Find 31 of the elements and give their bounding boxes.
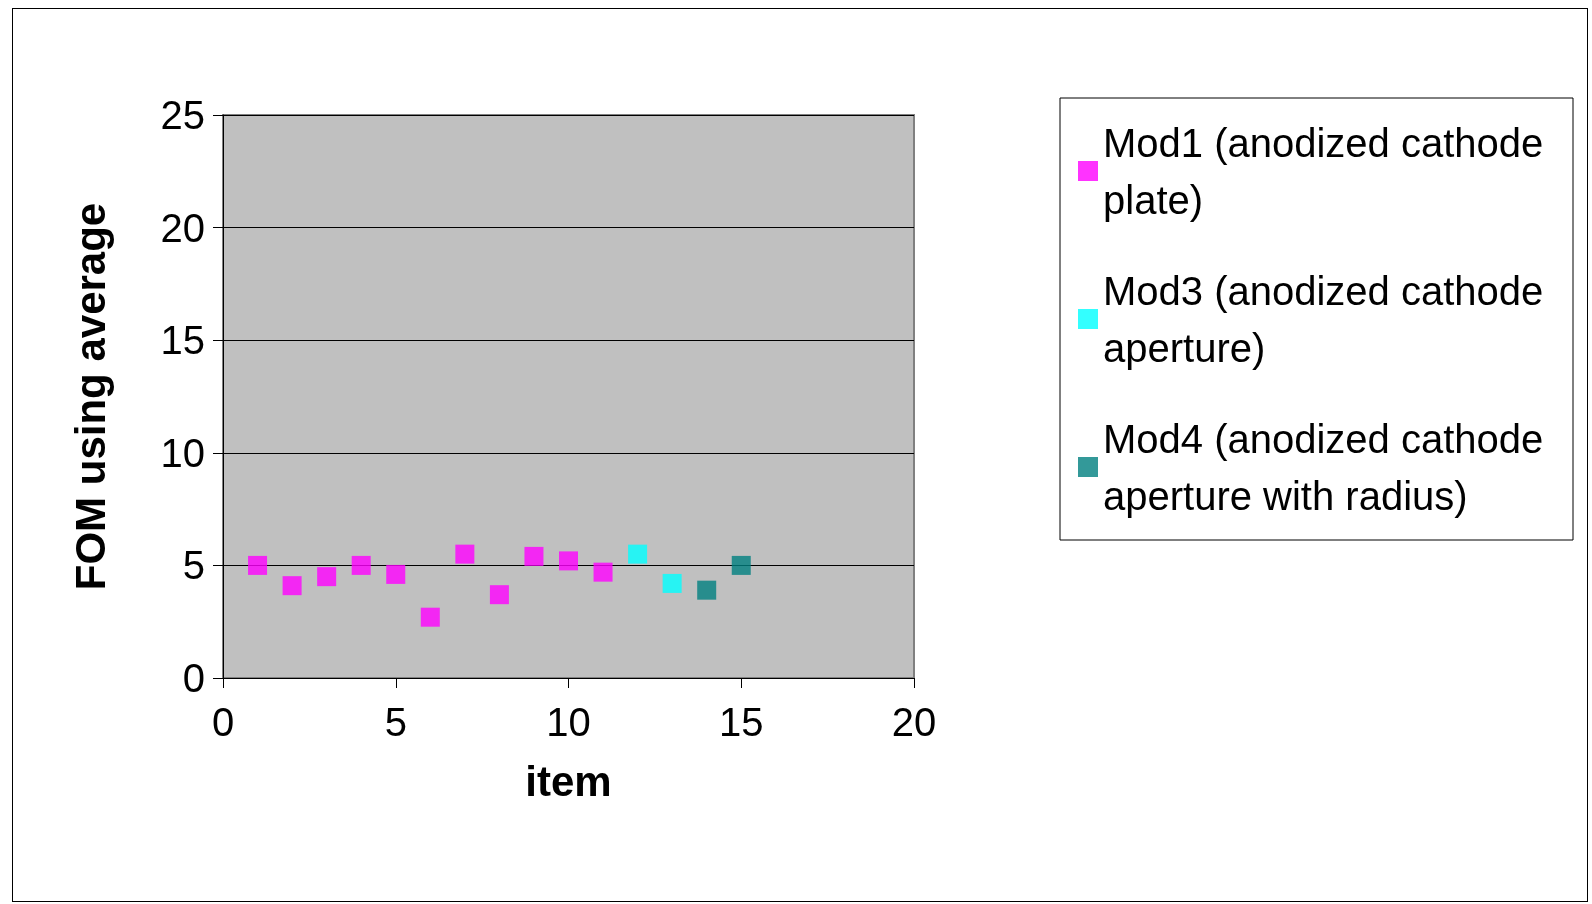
x-axis-title: item <box>525 757 612 805</box>
y-tick-label: 5 <box>182 543 205 588</box>
x-tick-label: 10 <box>546 700 591 744</box>
point <box>420 607 440 627</box>
point <box>351 555 371 575</box>
point <box>455 544 475 564</box>
x-tick-label: 0 <box>211 700 235 744</box>
legend-label: Mod3 (anodized cathode aperture) <box>1103 268 1555 370</box>
point <box>559 551 578 571</box>
y-axis-title: FOM using average <box>66 202 114 591</box>
x-tick-label: 5 <box>384 700 407 744</box>
point <box>248 555 268 575</box>
point <box>593 562 613 582</box>
legend-label: Mod4 (anodized cathode aperture with radius) <box>1103 416 1555 518</box>
y-tick-label: 25 <box>160 93 205 137</box>
point <box>524 546 544 566</box>
point <box>697 580 717 600</box>
y-tick-label: 20 <box>160 205 205 250</box>
y-tick-label: 10 <box>160 430 205 475</box>
legend-label: Mod1 (anodized cathode plate) <box>1103 120 1555 222</box>
point <box>662 573 682 593</box>
point <box>317 567 337 587</box>
point <box>386 564 406 584</box>
point <box>282 576 302 596</box>
point <box>489 585 509 605</box>
point <box>731 555 751 575</box>
y-tick-label: 0 <box>182 656 205 700</box>
x-tick-label: 15 <box>719 700 764 744</box>
point <box>628 544 648 564</box>
y-tick-label: 15 <box>160 318 205 363</box>
x-tick-label: 20 <box>891 700 937 744</box>
